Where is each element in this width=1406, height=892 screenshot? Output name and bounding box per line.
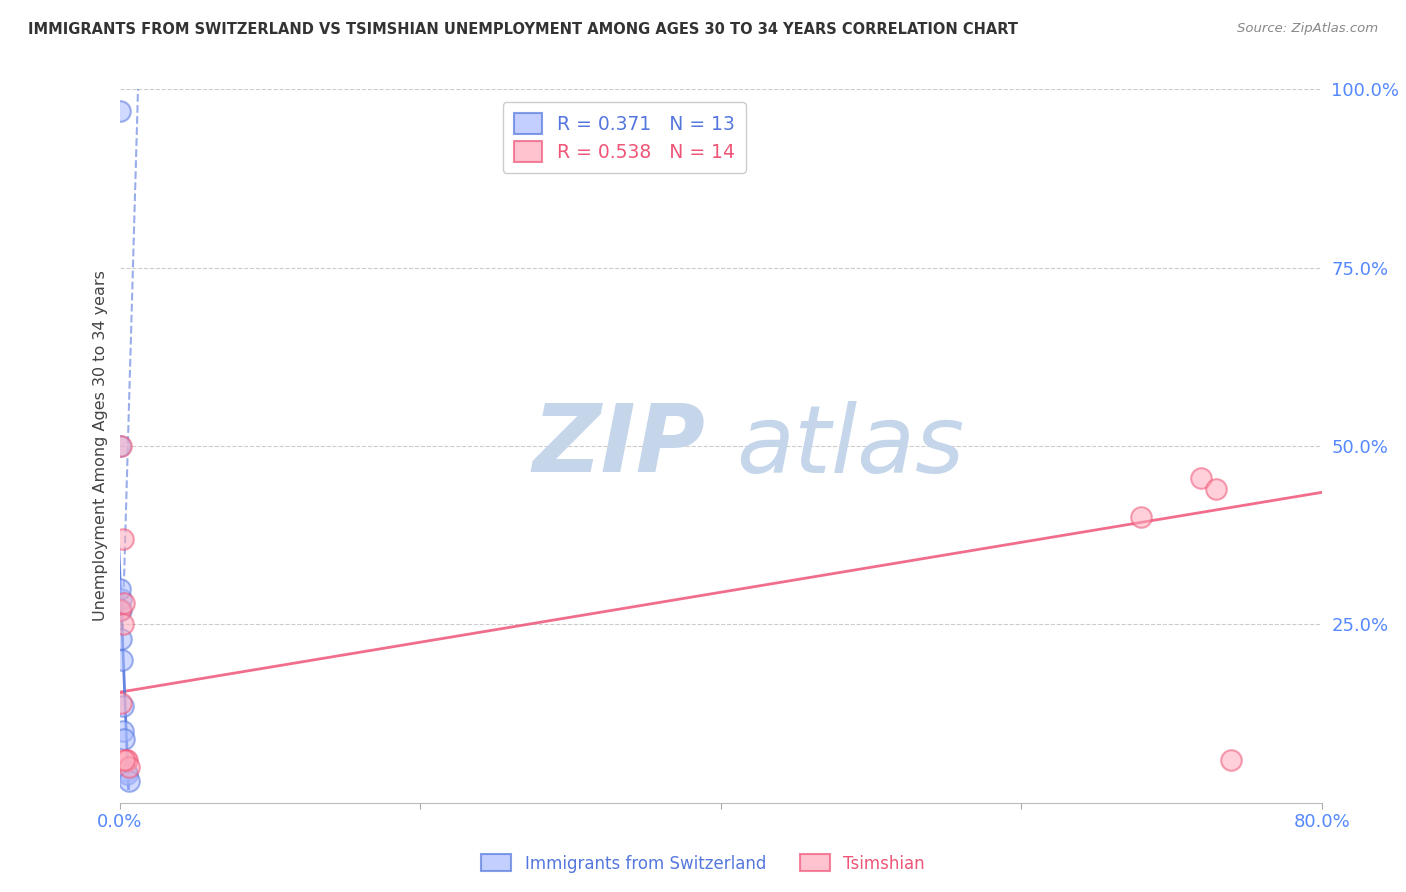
Point — [112, 731, 135, 746]
Point — [110, 696, 132, 710]
Text: atlas: atlas — [737, 401, 965, 491]
Legend: R = 0.371   N = 13, R = 0.538   N = 14: R = 0.371 N = 13, R = 0.538 N = 14 — [502, 103, 747, 173]
Point — [110, 439, 132, 453]
Point — [110, 632, 132, 646]
Point — [111, 724, 134, 739]
Point — [117, 760, 139, 774]
Legend: Immigrants from Switzerland, Tsimshian: Immigrants from Switzerland, Tsimshian — [475, 847, 931, 880]
Point — [114, 764, 136, 778]
Point — [112, 596, 135, 610]
Point — [111, 653, 134, 667]
Point — [1189, 471, 1212, 485]
Point — [1130, 510, 1153, 524]
Point — [1220, 753, 1243, 767]
Text: IMMIGRANTS FROM SWITZERLAND VS TSIMSHIAN UNEMPLOYMENT AMONG AGES 30 TO 34 YEARS : IMMIGRANTS FROM SWITZERLAND VS TSIMSHIAN… — [28, 22, 1018, 37]
Point — [108, 582, 131, 596]
Point — [108, 103, 131, 118]
Y-axis label: Unemployment Among Ages 30 to 34 years: Unemployment Among Ages 30 to 34 years — [93, 270, 108, 622]
Text: Source: ZipAtlas.com: Source: ZipAtlas.com — [1237, 22, 1378, 36]
Point — [114, 753, 136, 767]
Point — [115, 767, 138, 781]
Point — [110, 592, 132, 607]
Point — [111, 699, 134, 714]
Point — [110, 603, 132, 617]
Point — [115, 753, 138, 767]
Point — [108, 603, 131, 617]
Point — [108, 439, 131, 453]
Point — [111, 532, 134, 546]
Text: ZIP: ZIP — [531, 400, 704, 492]
Point — [111, 617, 134, 632]
Point — [117, 774, 139, 789]
Point — [112, 753, 135, 767]
Point — [1205, 482, 1227, 496]
